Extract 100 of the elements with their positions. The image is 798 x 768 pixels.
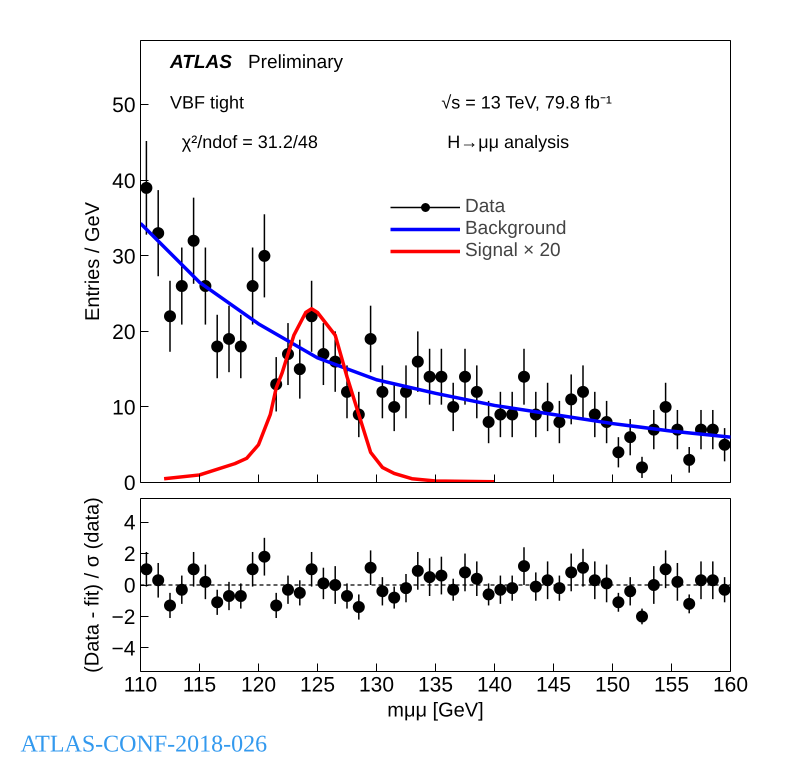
point [424, 571, 436, 584]
point [176, 280, 188, 292]
point [294, 363, 306, 376]
point [140, 563, 152, 576]
point [341, 590, 353, 602]
point [364, 332, 377, 345]
legend-label: Background [465, 218, 566, 240]
point [270, 599, 282, 612]
point [683, 598, 696, 610]
point [518, 560, 530, 572]
y-tick-label: 0 [124, 574, 136, 598]
point [506, 408, 518, 420]
point [542, 400, 554, 413]
y-tick-label: −4 [112, 637, 136, 660]
point [294, 586, 306, 599]
annotation: VBF tight [170, 92, 244, 112]
x-tick-label: 150 [594, 674, 630, 696]
point [577, 562, 589, 574]
point [470, 386, 483, 398]
point [530, 580, 542, 593]
x-tick-label: 140 [476, 674, 512, 696]
point [164, 310, 176, 322]
point [494, 408, 506, 420]
y-axis-title: (Data - fit) / σ (data) [82, 497, 104, 673]
point [412, 356, 424, 368]
point [660, 563, 672, 576]
text: ATLAS-CONF-2018-026 [20, 732, 268, 758]
point [376, 386, 388, 398]
x-tick-label: 135 [418, 674, 454, 696]
point [140, 182, 152, 194]
point [176, 584, 188, 596]
point [364, 562, 377, 574]
legend-label: Signal × 20 [465, 240, 561, 262]
point [258, 250, 270, 262]
point [624, 585, 636, 598]
point [683, 454, 696, 466]
point [246, 280, 259, 292]
point [199, 576, 212, 588]
point [648, 579, 660, 591]
point [412, 564, 424, 577]
point [470, 572, 483, 585]
point [518, 370, 530, 383]
point [588, 408, 601, 420]
point [447, 400, 460, 413]
point [352, 601, 365, 614]
y-tick-label: 2 [124, 543, 136, 566]
point [695, 574, 707, 586]
point [376, 585, 388, 598]
point [152, 574, 164, 586]
point [706, 574, 719, 586]
point [565, 566, 578, 578]
x-tick-label: 125 [300, 674, 336, 696]
x-tick-label: 160 [712, 674, 748, 696]
y-tick-label: 30 [112, 245, 136, 268]
point [482, 416, 495, 428]
y-tick-label: 50 [112, 94, 136, 118]
point [317, 577, 330, 590]
line-series [162, 306, 496, 482]
point [660, 400, 672, 413]
y-axis-title: Entries / GeV [82, 201, 104, 321]
point [306, 563, 318, 576]
point [565, 393, 578, 406]
y-tick-label: 20 [112, 320, 136, 344]
point [234, 340, 247, 352]
point [234, 590, 247, 602]
point [494, 584, 506, 596]
point [459, 370, 471, 383]
line-series [140, 222, 730, 439]
point [718, 584, 730, 596]
point [612, 446, 624, 458]
point [258, 550, 270, 563]
point [329, 579, 342, 591]
annotation: H→μμ analysis [447, 132, 570, 152]
point [542, 574, 554, 586]
point [400, 582, 412, 594]
x-tick-label: 155 [654, 674, 690, 696]
x-tick-label: 110 [124, 674, 158, 696]
point [246, 563, 259, 576]
y-tick-label: 0 [124, 472, 136, 495]
point [211, 596, 224, 608]
point [459, 566, 471, 578]
point [553, 416, 566, 428]
x-axis-title: mμμ [GeV] [387, 700, 484, 722]
point [506, 582, 518, 594]
point [435, 570, 448, 582]
y-tick-label: 4 [124, 512, 136, 535]
point [188, 234, 200, 247]
point [223, 332, 235, 345]
point [577, 386, 589, 398]
annotation: χ²/ndof = 31.2/48 [182, 132, 318, 152]
point [388, 400, 400, 413]
point [718, 438, 730, 451]
legend-label: Data [465, 196, 506, 218]
point [435, 370, 448, 383]
y-tick-label: 40 [112, 170, 136, 193]
point [636, 461, 648, 474]
point [624, 431, 636, 444]
x-tick-label: 120 [240, 674, 276, 696]
point [211, 340, 224, 352]
point [636, 610, 648, 622]
